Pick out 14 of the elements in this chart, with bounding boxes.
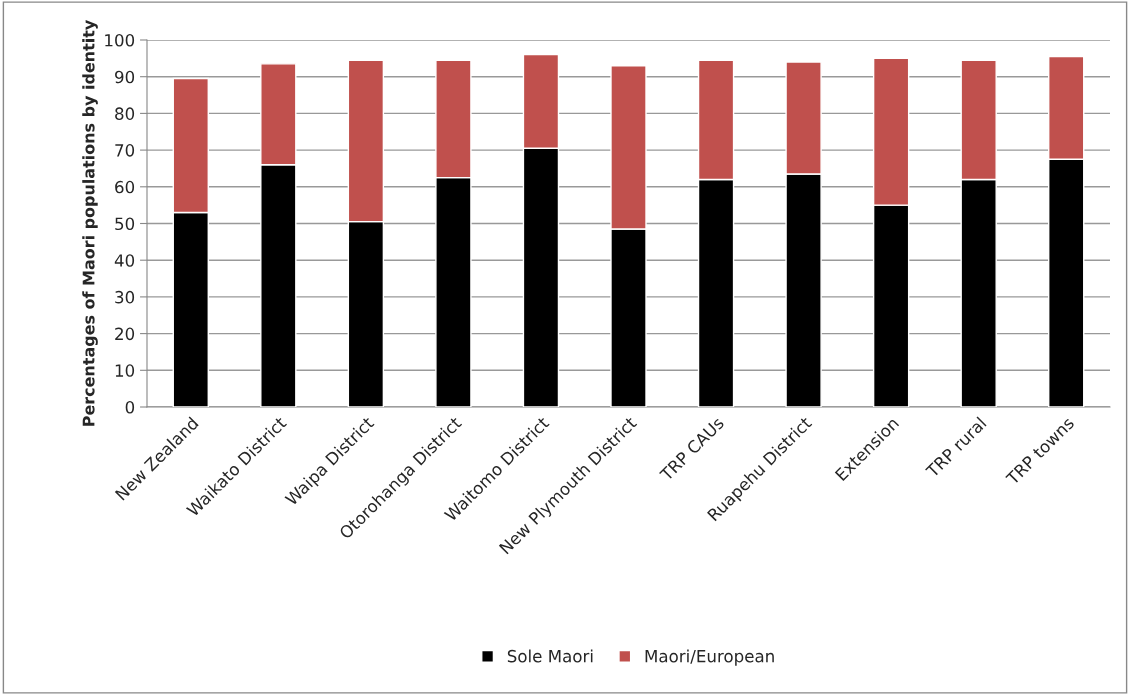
legend-label: Sole Maori [507,649,593,663]
y-tick-label: 0 [125,400,135,414]
y-tick-label: 40 [114,254,135,267]
legend-label: Maori/European [645,649,774,666]
y-tick-label: 80 [115,107,135,120]
y-tick-label: 50 [115,217,135,231]
y-tick-label: 30 [115,290,135,304]
y-tick-label: 70 [115,144,135,157]
y-tick-label: 20 [115,327,135,341]
y-tick-label: 10 [115,364,135,377]
y-tick-label: 90 [115,70,135,84]
y-axis-title: Percentages of Maori populations by identity [82,20,98,426]
y-tick-label: 100 [105,33,135,47]
y-tick-label: 60 [115,180,135,194]
